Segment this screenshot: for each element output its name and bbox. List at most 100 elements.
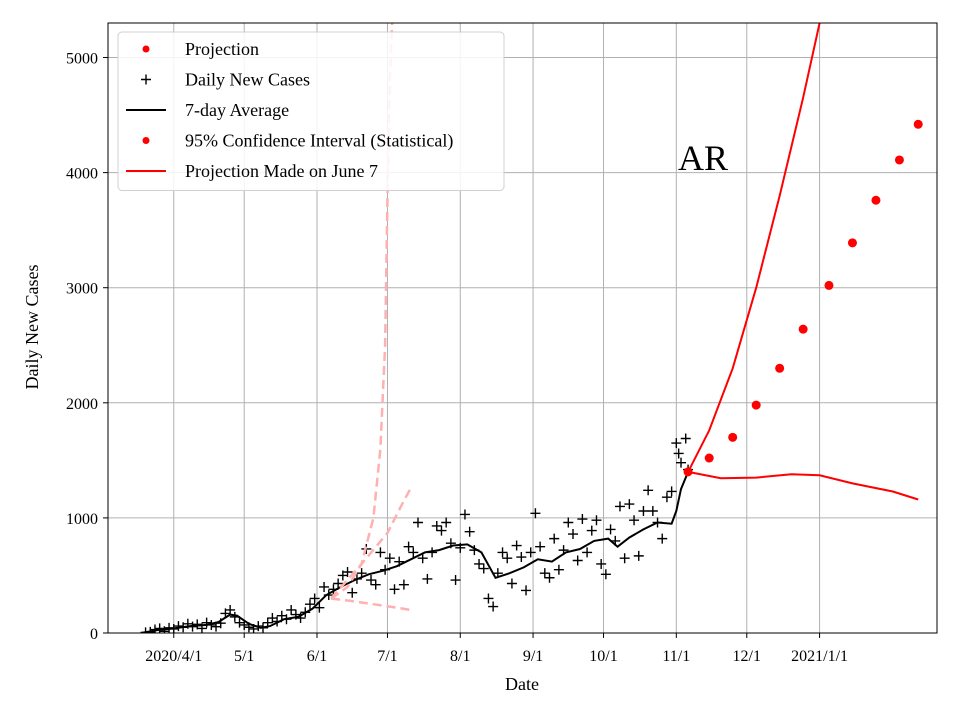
case-marker [398, 579, 409, 590]
y-tick-label: 2000 [66, 396, 98, 413]
case-marker [582, 547, 593, 558]
case-marker [563, 517, 574, 528]
case-marker [403, 541, 414, 552]
case-marker [549, 533, 560, 544]
case-marker [173, 621, 184, 632]
projection-dot [751, 400, 761, 410]
case-marker [319, 581, 330, 592]
case-marker [431, 520, 442, 531]
x-tick-label: 2021/1/1 [791, 648, 848, 665]
plot-frame [107, 22, 938, 634]
legend-label: Daily New Cases [185, 70, 310, 90]
chart-annotation: AR [678, 138, 728, 178]
case-marker [225, 604, 236, 615]
x-tick-label: 12/1 [733, 648, 761, 665]
case-marker [408, 547, 419, 558]
case-marker [478, 563, 489, 574]
x-tick-label: 11/1 [662, 648, 690, 665]
case-marker [600, 569, 611, 580]
case-marker [370, 579, 381, 590]
case-marker [657, 533, 668, 544]
case-marker [459, 509, 470, 520]
x-tick-label: 7/1 [377, 648, 397, 665]
case-marker [304, 599, 315, 610]
case-marker [673, 448, 684, 459]
case-marker [347, 587, 358, 598]
case-marker [577, 514, 588, 525]
projection-dot [798, 324, 808, 334]
legend-label: Projection [185, 39, 259, 59]
series [140, 433, 694, 633]
case-marker [417, 553, 428, 564]
case-marker [567, 529, 578, 540]
y-tick-label: 3000 [66, 281, 98, 298]
y-axis: 0 1000 2000 3000 4000 5000 [66, 51, 108, 643]
case-marker [553, 564, 564, 575]
projection-dot [913, 119, 923, 129]
case-marker [535, 541, 546, 552]
series [687, 470, 919, 501]
projection-dot [704, 453, 714, 463]
case-marker [544, 572, 555, 583]
case-marker [671, 438, 682, 449]
case-marker [643, 485, 654, 496]
projection-dot [894, 155, 904, 165]
x-tick-label: 9/1 [523, 648, 543, 665]
y-tick-label: 1000 [66, 511, 98, 528]
x-tick-label: 8/1 [450, 648, 470, 665]
case-marker [530, 508, 541, 519]
june7-projection-line [330, 597, 412, 612]
confidence-interval-line [687, 470, 919, 501]
case-marker [201, 617, 212, 628]
case-marker [586, 525, 597, 536]
legend-dot-marker [142, 137, 150, 144]
legend-plus-marker [141, 74, 151, 85]
case-marker [234, 617, 245, 628]
case-marker [441, 517, 452, 528]
projection-dot [775, 363, 785, 373]
case-marker [666, 486, 677, 497]
series [140, 471, 690, 633]
case-marker [389, 584, 400, 595]
y-tick-label: 0 [90, 626, 98, 643]
case-marker [412, 517, 423, 528]
case-marker [286, 604, 297, 615]
case-marker [309, 593, 320, 604]
x-axis: 2020/4/1 5/1 6/1 7/1 8/1 9/1 10/1 11/1 12/1 2021/… [145, 633, 848, 665]
case-marker [525, 547, 536, 558]
case-marker [502, 553, 513, 564]
case-marker [497, 547, 508, 558]
series [683, 119, 923, 477]
case-marker [572, 555, 583, 566]
confidence-interval-line [687, 23, 821, 473]
projection-dot [847, 238, 857, 248]
y-tick-label: 5000 [66, 51, 98, 68]
y-tick-label: 4000 [66, 166, 98, 183]
case-marker [624, 499, 635, 510]
case-marker [483, 593, 494, 604]
case-marker [511, 540, 522, 551]
case-marker [366, 575, 377, 586]
case-marker [676, 457, 687, 468]
case-marker [647, 506, 658, 516]
case-marker [661, 492, 672, 503]
case-marker [633, 550, 644, 561]
case-marker [539, 568, 550, 579]
case-marker [375, 547, 386, 558]
case-marker [314, 602, 325, 613]
x-tick-label: 2020/4/1 [145, 648, 202, 665]
case-marker [464, 526, 475, 537]
case-marker [506, 578, 517, 589]
x-tick-label: 6/1 [307, 648, 327, 665]
case-marker [638, 506, 649, 516]
legend-label: 95% Confidence Interval (Statistical) [185, 131, 453, 152]
case-marker [474, 558, 485, 569]
june7-projection-line [330, 487, 412, 600]
case-marker [596, 558, 607, 569]
case-marker [342, 567, 353, 577]
case-marker [516, 552, 527, 563]
case-marker [333, 578, 344, 589]
case-marker [680, 433, 691, 444]
projection-dot [824, 280, 834, 290]
legend: Projection Daily New Cases 7-day Average 95… [117, 31, 505, 191]
